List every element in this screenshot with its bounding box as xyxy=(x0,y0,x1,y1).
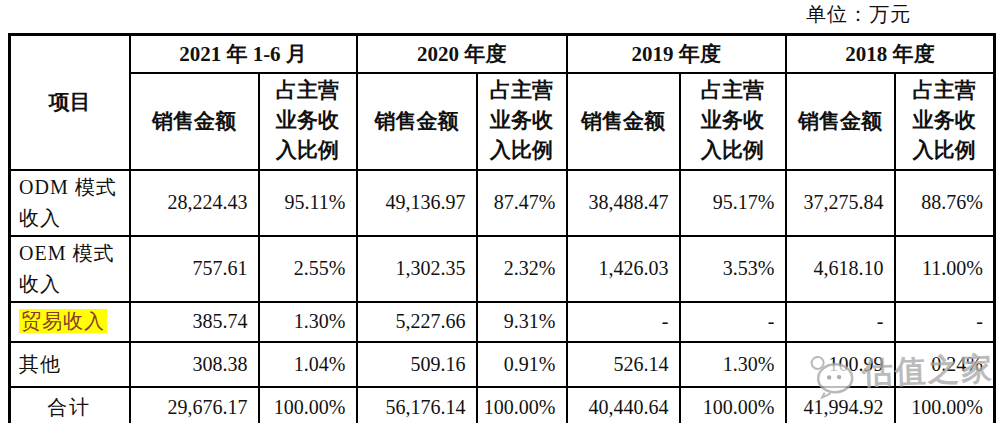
period-header: 2021 年 1-6 月 xyxy=(130,35,357,73)
cell-value: 9.31% xyxy=(477,302,567,342)
cell-value: 95.11% xyxy=(259,170,357,236)
row-label: ODM 模式 收入 xyxy=(10,170,130,236)
row-label: 合计 xyxy=(10,387,130,423)
table-row: OEM 模式 收入 757.612.55%1,302.352.32%1,426.0… xyxy=(10,236,995,302)
period-header: 2020 年度 xyxy=(357,35,567,73)
sales-amount-subheader: 销售金额 xyxy=(357,73,477,170)
ratio-subheader-text: 占主营业务收入比例 xyxy=(909,76,979,165)
sales-amount-subheader: 销售金额 xyxy=(567,73,680,170)
cell-value: 757.61 xyxy=(130,236,259,302)
row-label: OEM 模式 收入 xyxy=(10,236,130,302)
cell-value: 88.76% xyxy=(895,170,995,236)
cell-value: 1,426.03 xyxy=(567,236,680,302)
cell-value: 49,136.97 xyxy=(357,170,477,236)
cell-value: 28,224.43 xyxy=(130,170,259,236)
period-header: 2019 年度 xyxy=(567,35,786,73)
cell-value: 3.53% xyxy=(680,236,786,302)
cell-value: 1.30% xyxy=(680,342,786,387)
item-column-header: 项目 xyxy=(10,35,130,170)
row-label: 其他 xyxy=(10,342,130,387)
cell-value: 526.14 xyxy=(567,342,680,387)
cell-value: - xyxy=(895,302,995,342)
cell-value: 87.47% xyxy=(477,170,567,236)
row-label-text: 贸易收入 xyxy=(19,309,107,333)
table-row: 合计29,676.17100.00%56,176.14100.00%40,440… xyxy=(10,387,995,423)
ratio-subheader-text: 占主营业务收入比例 xyxy=(487,76,557,165)
cell-value: - xyxy=(567,302,680,342)
cell-value: 29,676.17 xyxy=(130,387,259,423)
document-page: 单位：万元 项目2021 年 1-6 月2020 年度2019 年度2018 年… xyxy=(0,0,1002,423)
cell-value: 100.00% xyxy=(895,387,995,423)
row-label-text: ODM 模式 收入 xyxy=(19,176,117,229)
ratio-subheader-text: 占主营业务收入比例 xyxy=(273,76,343,165)
table-row: 贸易收入385.741.30%5,227.669.31%---- xyxy=(10,302,995,342)
ratio-subheader: 占主营业务收入比例 xyxy=(477,73,567,170)
cell-value: - xyxy=(680,302,786,342)
cell-value: 385.74 xyxy=(130,302,259,342)
row-label-text: OEM 模式 收入 xyxy=(19,242,114,295)
cell-value: 100.00% xyxy=(259,387,357,423)
cell-value: 1.30% xyxy=(259,302,357,342)
cell-value: 40,440.64 xyxy=(567,387,680,423)
cell-value: 5,227.66 xyxy=(357,302,477,342)
ratio-subheader: 占主营业务收入比例 xyxy=(259,73,357,170)
row-label-text: 合计 xyxy=(47,396,91,418)
row-label: 贸易收入 xyxy=(10,302,130,342)
cell-value: 4,618.10 xyxy=(786,236,895,302)
cell-value: 56,176.14 xyxy=(357,387,477,423)
table-row: 其他 308.381.04%509.160.91%526.141.30%100.9… xyxy=(10,342,995,387)
cell-value: 37,275.84 xyxy=(786,170,895,236)
cell-value: 11.00% xyxy=(895,236,995,302)
cell-value: 509.16 xyxy=(357,342,477,387)
cell-value: 2.32% xyxy=(477,236,567,302)
cell-value: 41,994.92 xyxy=(786,387,895,423)
unit-label: 单位：万元 xyxy=(806,1,911,28)
revenue-breakdown-table: 项目2021 年 1-6 月2020 年度2019 年度2018 年度销售金额占… xyxy=(8,33,996,423)
sales-amount-subheader: 销售金额 xyxy=(130,73,259,170)
sales-amount-subheader: 销售金额 xyxy=(786,73,895,170)
row-label-text: 其他 xyxy=(19,353,61,375)
cell-value: 0.24% xyxy=(895,342,995,387)
cell-value: 1,302.35 xyxy=(357,236,477,302)
cell-value: 95.17% xyxy=(680,170,786,236)
table-row: ODM 模式 收入28,224.4395.11%49,136.9787.47%3… xyxy=(10,170,995,236)
ratio-subheader: 占主营业务收入比例 xyxy=(895,73,995,170)
cell-value: 100.99 xyxy=(786,342,895,387)
period-header: 2018 年度 xyxy=(786,35,995,73)
cell-value: 1.04% xyxy=(259,342,357,387)
cell-value: 308.38 xyxy=(130,342,259,387)
cell-value: 0.91% xyxy=(477,342,567,387)
ratio-subheader-text: 占主营业务收入比例 xyxy=(698,76,768,165)
ratio-subheader: 占主营业务收入比例 xyxy=(680,73,786,170)
cell-value: - xyxy=(786,302,895,342)
cell-value: 2.55% xyxy=(259,236,357,302)
cell-value: 100.00% xyxy=(477,387,567,423)
cell-value: 100.00% xyxy=(680,387,786,423)
cell-value: 38,488.47 xyxy=(567,170,680,236)
